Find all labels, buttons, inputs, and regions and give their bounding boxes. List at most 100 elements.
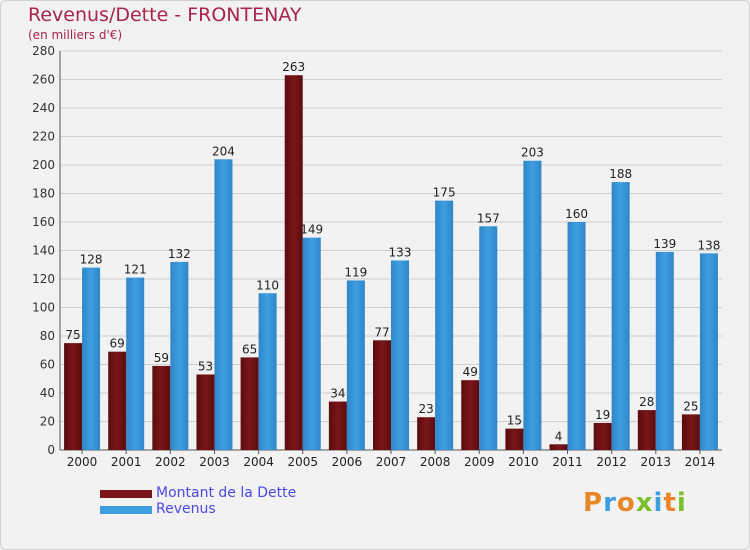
data-label: 110: [256, 278, 279, 292]
x-tick-label: 2009: [464, 455, 495, 469]
data-label: 139: [653, 237, 676, 251]
data-label: 4: [555, 429, 563, 443]
y-tick-label: 180: [32, 187, 55, 201]
x-tick-label: 2008: [420, 455, 451, 469]
data-label: 53: [198, 359, 213, 373]
proxiti-logo: Proxiti: [583, 488, 687, 518]
y-tick-label: 0: [47, 443, 55, 457]
data-label: 77: [374, 325, 389, 339]
bar-debt: [152, 365, 171, 450]
bar-revenue: [126, 277, 145, 450]
x-tick-label: 2007: [376, 455, 407, 469]
bar-revenue: [699, 253, 718, 450]
bar-revenue: [567, 222, 586, 450]
data-label: 119: [344, 265, 367, 279]
y-tick-label: 100: [32, 301, 55, 315]
bar-debt: [108, 351, 127, 450]
logo-letter: i: [653, 488, 664, 518]
x-tick-label: 2006: [332, 455, 363, 469]
logo-letter: x: [635, 488, 654, 518]
y-tick-label: 200: [32, 158, 55, 172]
legend-swatch-debt: [100, 490, 152, 498]
bar-debt: [328, 401, 347, 450]
x-tick-label: 2011: [552, 455, 583, 469]
data-label: 15: [507, 414, 522, 428]
logo-letter: i: [676, 488, 687, 518]
bar-debt: [64, 343, 83, 450]
bar-debt: [284, 75, 303, 450]
x-tick-label: 2000: [67, 455, 98, 469]
data-label: 188: [609, 167, 632, 181]
data-label: 75: [65, 328, 80, 342]
legend-label-debt: Montant de la Dette: [156, 485, 297, 501]
data-label: 132: [168, 247, 191, 261]
data-label: 133: [389, 245, 412, 259]
data-label: 69: [110, 337, 125, 351]
logo-letter: P: [583, 488, 604, 518]
data-label: 149: [300, 223, 323, 237]
bar-debt: [196, 374, 215, 450]
logo-letter: o: [616, 488, 636, 518]
bar-debt: [240, 357, 259, 450]
data-label: 23: [418, 402, 433, 416]
x-tick-label: 2010: [508, 455, 539, 469]
data-label: 121: [124, 263, 147, 277]
y-tick-label: 220: [32, 130, 55, 144]
data-label: 65: [242, 342, 257, 356]
bar-revenue: [302, 237, 321, 450]
x-tick-label: 2013: [641, 455, 672, 469]
data-label: 204: [212, 144, 235, 158]
data-label: 49: [463, 365, 478, 379]
x-tick-label: 2002: [155, 455, 186, 469]
data-label: 263: [282, 60, 305, 74]
bar-revenue: [170, 261, 189, 450]
y-tick-label: 280: [32, 44, 55, 58]
y-tick-label: 120: [32, 272, 55, 286]
x-tick-label: 2005: [287, 455, 318, 469]
x-tick-label: 2014: [685, 455, 716, 469]
x-tick-label: 2001: [111, 455, 142, 469]
x-tick-label: 2004: [243, 455, 274, 469]
y-tick-label: 60: [40, 358, 55, 372]
bar-revenue: [82, 267, 101, 450]
bar-revenue: [611, 182, 630, 450]
legend-label-revenue: Revenus: [156, 501, 216, 517]
bar-revenue: [655, 251, 674, 450]
bar-debt: [637, 410, 656, 450]
data-label: 59: [154, 351, 169, 365]
x-tick-label: 2003: [199, 455, 230, 469]
bar-revenue: [479, 226, 498, 450]
bar-debt: [461, 380, 480, 450]
y-tick-label: 160: [32, 215, 55, 229]
data-label: 203: [521, 146, 544, 160]
chart-title: Revenus/Dette - FRONTENAY: [28, 4, 302, 26]
bar-debt: [373, 340, 391, 450]
bar-debt: [417, 417, 436, 450]
bar-debt: [593, 422, 612, 450]
data-label: 157: [477, 211, 500, 225]
chart-subtitle: (en milliers d'€): [28, 28, 123, 42]
bar-revenue: [214, 159, 233, 451]
data-label: 25: [683, 399, 698, 413]
y-tick-label: 140: [32, 244, 55, 258]
bar-revenue: [435, 200, 454, 450]
bar-debt: [549, 444, 568, 450]
bar-revenue: [258, 293, 277, 450]
logo-letter: t: [663, 488, 677, 518]
data-label: 128: [80, 253, 103, 267]
data-label: 28: [639, 395, 654, 409]
y-tick-label: 260: [32, 73, 55, 87]
bar-debt: [505, 428, 524, 450]
bar-revenue: [346, 280, 365, 450]
bar-revenue: [523, 160, 542, 450]
y-tick-label: 240: [32, 101, 55, 115]
data-label: 34: [330, 387, 345, 401]
data-label: 19: [595, 408, 610, 422]
bar-debt: [681, 414, 700, 450]
legend-swatch-revenue: [100, 506, 152, 514]
data-label: 138: [697, 238, 720, 252]
y-tick-label: 40: [40, 386, 55, 400]
y-tick-label: 20: [40, 415, 55, 429]
data-label: 160: [565, 207, 588, 221]
